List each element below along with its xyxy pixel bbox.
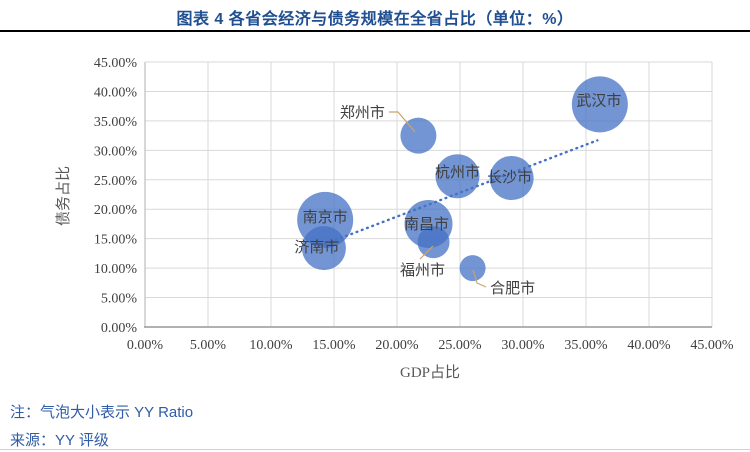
y-tick-label: 10.00% [94, 262, 138, 277]
x-axis-title: GDP占比 [400, 364, 460, 381]
y-tick-label: 25.00% [94, 174, 138, 189]
leader-line-fuzhou [419, 245, 434, 260]
bubble-changsha [489, 156, 534, 201]
y-tick-label: 40.00% [94, 85, 138, 100]
chart-source: 来源：YY 评级 [10, 432, 109, 449]
bubble-jinan [301, 226, 346, 271]
bubble-label-zhengzhou: 郑州市 [340, 105, 385, 122]
bubble-label-hefei: 合肥市 [490, 280, 535, 297]
x-tick-label: 45.00% [690, 338, 734, 353]
y-tick-label: 20.00% [94, 203, 138, 218]
title-divider [0, 30, 750, 32]
y-tick-label: 30.00% [94, 144, 138, 159]
y-tick-label: 15.00% [94, 233, 138, 248]
bubble-hangzhou [435, 154, 480, 199]
bubble-label-nanchang: 南昌市 [404, 216, 449, 233]
x-tick-label: 15.00% [312, 338, 356, 353]
bubble-zhengzhou [400, 117, 437, 154]
bubble-label-wuhan: 武汉市 [576, 92, 621, 109]
bubble-wuhan [571, 76, 628, 133]
bottom-divider [0, 449, 750, 450]
y-tick-label: 35.00% [94, 115, 138, 130]
x-tick-label: 10.00% [249, 338, 293, 353]
y-tick-label: 5.00% [101, 292, 138, 307]
bubble-label-nanjing: 南京市 [303, 209, 348, 226]
x-tick-label: 40.00% [627, 338, 671, 353]
x-tick-label: 0.00% [127, 338, 164, 353]
bubble-label-fuzhou: 福州市 [400, 262, 445, 279]
y-tick-label: 0.00% [101, 321, 138, 336]
x-tick-label: 25.00% [438, 338, 482, 353]
bubble-fuzhou [417, 226, 450, 259]
x-tick-label: 20.00% [375, 338, 419, 353]
bubble-hefei [459, 255, 486, 282]
y-tick-label: 45.00% [94, 56, 138, 71]
x-tick-label: 5.00% [190, 338, 227, 353]
trendline [323, 139, 599, 246]
x-tick-label: 30.00% [501, 338, 545, 353]
y-axis-title: 债务占比 [55, 166, 72, 226]
bubble-label-jinan: 济南市 [294, 239, 339, 256]
bubble-label-hangzhou: 杭州市 [435, 164, 480, 181]
chart-title: 图表 4 各省会经济与债务规模在全省占比（单位：%） [176, 11, 574, 28]
x-tick-label: 35.00% [564, 338, 608, 353]
bubble-label-changsha: 长沙市 [487, 169, 532, 186]
leader-line-hefei [472, 269, 487, 288]
leader-line-zhengzhou [389, 111, 416, 133]
chart-note: 注：气泡大小表示 YY Ratio [10, 404, 194, 421]
